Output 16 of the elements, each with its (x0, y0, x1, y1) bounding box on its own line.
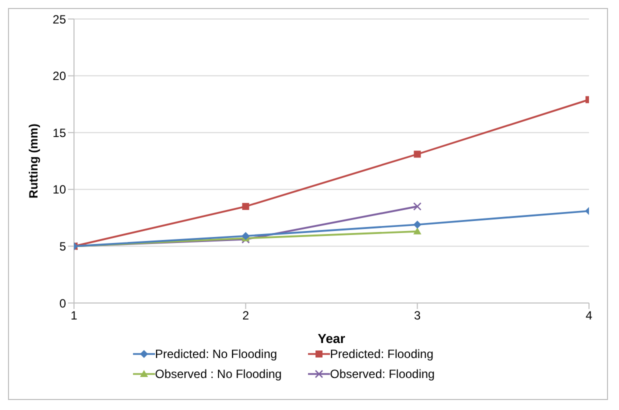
y-axis-title: Rutting (mm) (26, 124, 40, 198)
y-tick-label: 20 (52, 69, 66, 84)
y-tick-label: 25 (52, 12, 66, 26)
x-tick-label: 1 (70, 308, 78, 323)
y-tick-label: 0 (59, 296, 66, 310)
x-tick-label: 4 (586, 308, 593, 323)
y-tick-label: 5 (59, 239, 66, 254)
x-axis-title: Year (318, 331, 346, 346)
legend-label: Observed : No Flooding (155, 367, 282, 381)
y-tick-label: 15 (52, 126, 66, 140)
legend-label: Observed: Flooding (330, 367, 435, 381)
y-tick-label: 10 (52, 182, 66, 197)
legend-label: Predicted: No Flooding (155, 347, 278, 361)
x-tick-label: 2 (242, 308, 250, 323)
legend-label: Predicted: Flooding (330, 347, 434, 361)
x-tick-label: 3 (414, 308, 421, 323)
